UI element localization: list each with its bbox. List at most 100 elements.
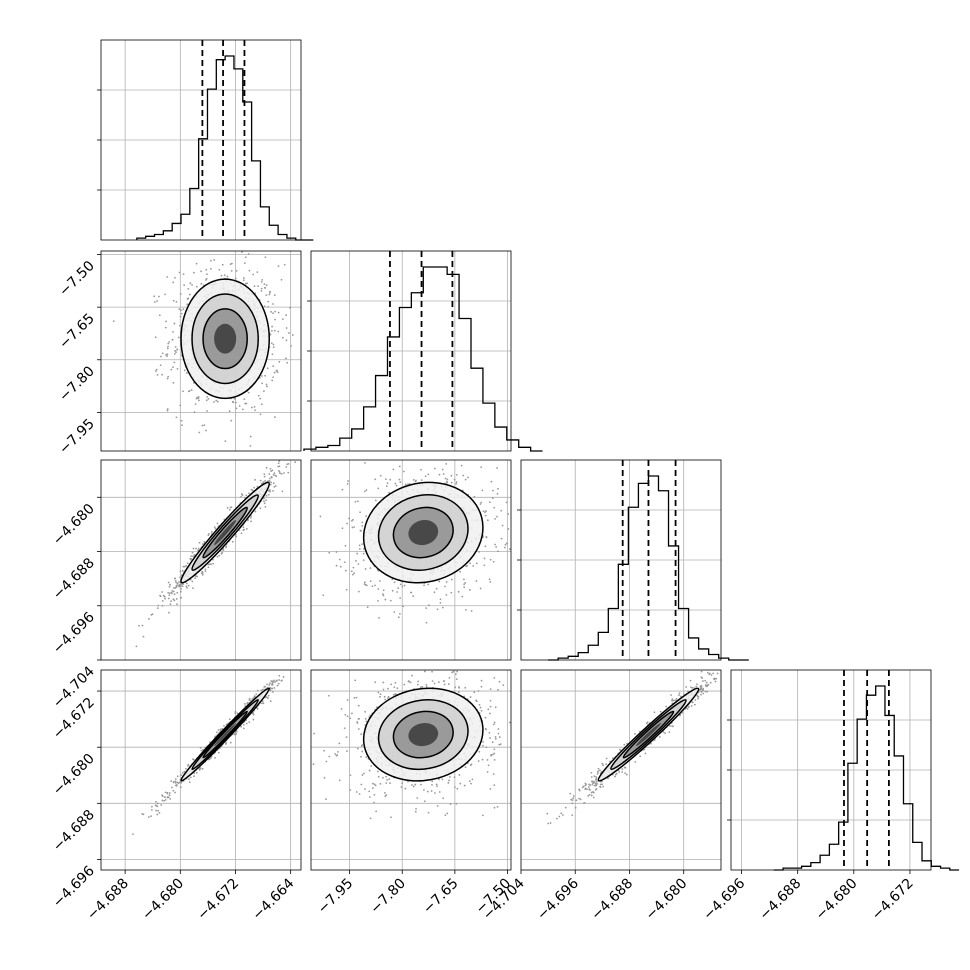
sample-point [377,600,379,602]
sample-point [241,494,244,497]
sample-point [242,279,245,282]
sample-point [493,506,496,509]
sample-point [393,581,396,584]
sample-point [366,606,369,609]
sample-point [216,731,218,734]
sample-point [268,479,271,482]
sample-point [221,263,224,266]
sample-point [507,528,510,530]
sample-point [356,722,359,724]
sample-point [328,755,331,758]
panel-2-1 [319,462,511,624]
sample-point [382,776,384,779]
sample-point [360,733,363,736]
sample-point [706,671,709,674]
sample-point [335,564,338,567]
sample-point [272,346,275,349]
sample-point [623,766,626,769]
sample-point [498,680,501,683]
sample-point [198,541,201,544]
sample-point [187,584,190,587]
sample-point [370,765,373,767]
sample-point [180,419,183,422]
sample-point [185,582,188,585]
sample-point [485,536,488,539]
panel-frame [100,459,302,661]
sample-point [493,721,496,724]
sample-point [375,706,378,709]
sample-point [481,758,484,761]
sample-point [286,361,289,364]
sample-point [226,506,229,509]
contour-level-4 [214,722,237,747]
sample-point [497,728,500,730]
sample-point [175,581,178,584]
sample-point [352,573,354,576]
contour-level-4 [408,520,439,546]
sample-point [273,472,276,475]
panel-3-2 [546,670,719,825]
sample-point [269,689,272,692]
sample-point [178,308,181,311]
sample-point [431,783,433,786]
sample-point [463,578,465,581]
sample-point [158,811,161,814]
sample-point [353,572,356,575]
sample-point [248,269,251,272]
sample-point [394,681,397,684]
sample-point [447,782,450,784]
sample-point [365,489,368,491]
sample-point [455,678,458,680]
sample-point [423,670,426,673]
sample-point [179,315,182,318]
sample-point [167,345,169,348]
sample-point [346,715,349,718]
sample-point [161,352,164,355]
sample-point [323,776,326,779]
sample-point [415,807,417,810]
histogram-0 [97,40,314,241]
sample-point [389,478,392,481]
sample-point [496,492,499,495]
sample-point [593,775,596,778]
sample-point [348,517,350,520]
sample-point [179,590,182,593]
contour-level-4 [214,519,237,546]
sample-point [168,792,171,794]
sample-point [256,707,259,709]
sample-point [443,680,445,682]
sample-point [397,587,399,590]
sample-point [438,791,441,793]
sample-point [192,555,194,558]
sample-point [175,351,177,354]
sample-point [263,686,266,688]
sample-point [280,278,283,281]
sample-point [199,746,202,749]
sample-point [364,568,367,570]
sample-point [443,683,446,686]
sample-point [621,771,624,773]
sample-point [419,686,422,689]
sample-point [283,263,286,266]
sample-point [169,592,171,595]
sample-point [379,782,382,785]
sample-point [448,775,451,778]
sample-point [192,758,195,761]
sample-point [340,708,343,710]
sample-point [167,342,170,345]
sample-point [338,779,341,782]
sample-point [156,805,159,808]
sample-point [218,554,221,557]
sample-point [379,693,382,696]
sample-point [166,353,169,355]
sample-point [197,396,200,398]
sample-point [360,783,363,786]
sample-point [473,495,476,498]
sample-point [444,814,447,817]
sample-point [505,501,508,504]
sample-point [386,778,388,781]
sample-point [425,621,428,624]
sample-point [369,567,372,569]
sample-point [172,598,175,601]
sample-point [431,670,433,673]
